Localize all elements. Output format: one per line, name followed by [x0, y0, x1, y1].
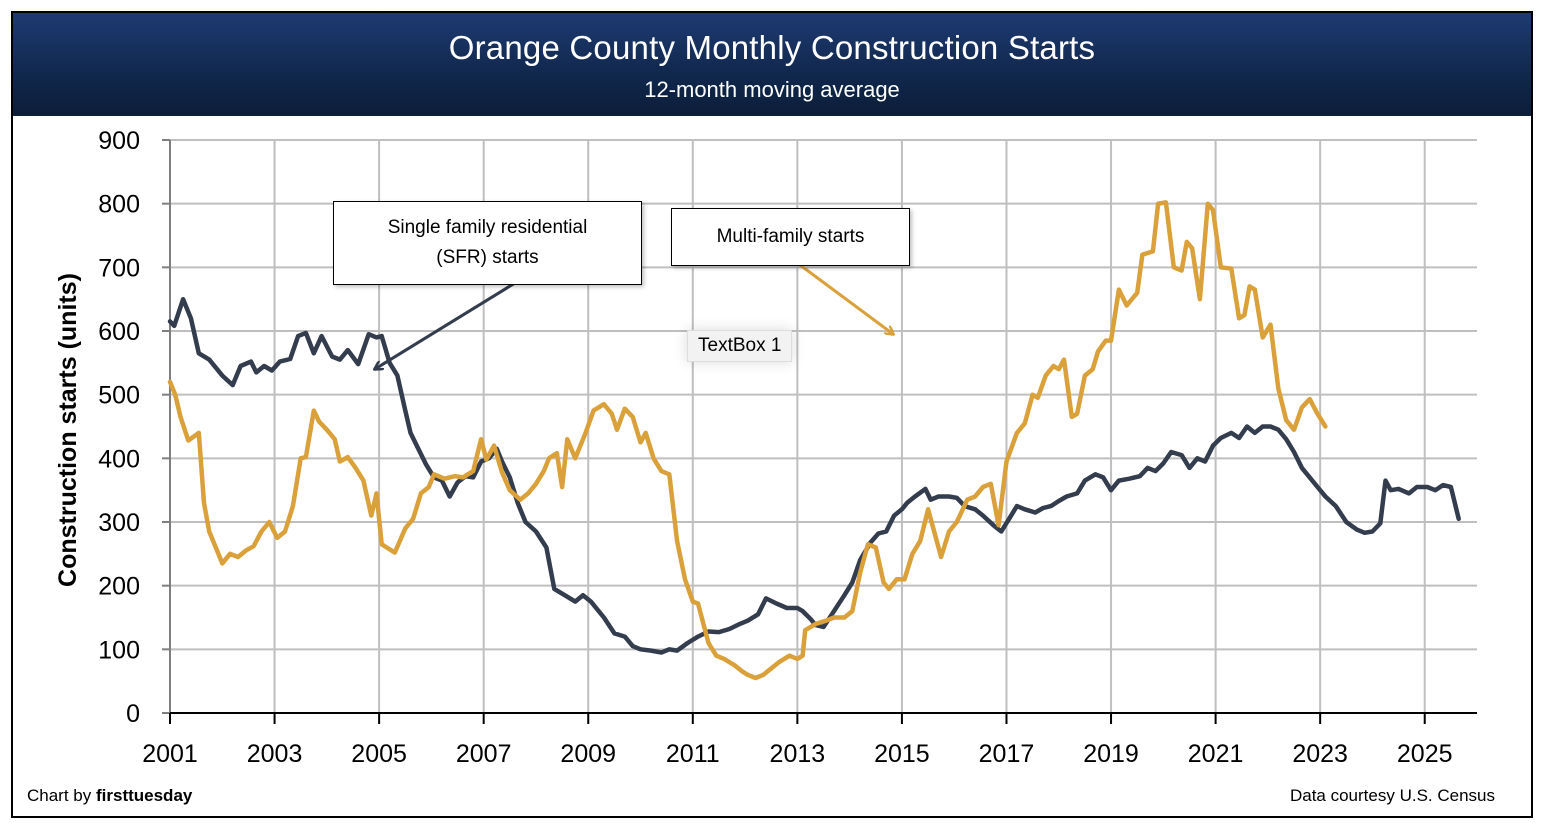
y-tick-label: 300: [98, 509, 140, 537]
sfr-callout-arrow: [375, 281, 516, 369]
multi-family-callout-text: Multi-family starts: [716, 226, 865, 247]
x-tick-label: 2025: [1397, 740, 1453, 768]
title-banner: Orange County Monthly Construction Start…: [13, 13, 1531, 116]
callout-arrows: [375, 263, 893, 369]
sfr-series-line: [167, 296, 1461, 655]
y-tick-label: 500: [98, 382, 140, 410]
y-tick-label: 400: [98, 445, 140, 473]
x-tick-label: 2009: [560, 740, 616, 768]
x-tick-label: 2007: [456, 740, 512, 768]
series-layer: [167, 200, 1461, 681]
chart-subtitle: 12-month moving average: [644, 77, 900, 102]
chart-title: Orange County Monthly Construction Start…: [448, 29, 1096, 66]
y-axis-label: Construction starts (units): [54, 273, 82, 587]
x-tick-label: 2001: [142, 740, 198, 768]
sfr-callout-line1: Single family residential: [387, 217, 588, 238]
x-tick-label: 2015: [874, 740, 930, 768]
axes: 0 100 200 300 400 500 600 700 800 900 2001 2003 2005…: [98, 127, 1477, 768]
multi-family-callout: Multi-family starts: [671, 208, 910, 266]
sfr-callout-line2: (SFR) starts: [436, 247, 539, 268]
x-tick-label: 2005: [351, 740, 407, 768]
y-tick-label: 900: [98, 127, 140, 155]
chart-credit: Chart by firsttuesday: [27, 786, 192, 806]
y-tick-label: 800: [98, 191, 140, 219]
textbox-1-text: TextBox 1: [698, 335, 782, 356]
multi-family-callout-arrow: [799, 263, 893, 334]
y-tick-label: 700: [98, 254, 140, 282]
y-tick-label: 600: [98, 318, 140, 346]
x-tick-label: 2003: [247, 740, 303, 768]
chart-frame: Orange County Monthly Construction Start…: [11, 11, 1533, 818]
y-tick-label: 200: [98, 573, 140, 601]
x-tick-label: 2013: [770, 740, 826, 768]
sfr-callout: Single family residential (SFR) starts: [333, 201, 642, 285]
x-tick-label: 2023: [1292, 740, 1348, 768]
x-tick-label: 2019: [1083, 740, 1139, 768]
x-tick-label: 2011: [666, 740, 720, 768]
y-tick-label: 0: [126, 700, 140, 728]
x-tick-label: 2017: [979, 740, 1035, 768]
x-tick-label: 2021: [1188, 740, 1244, 768]
y-tick-label: 100: [98, 636, 140, 664]
credit-brand: firsttuesday: [95, 786, 193, 805]
credit-prefix: Chart by: [27, 786, 96, 805]
textbox-1[interactable]: TextBox 1: [687, 330, 793, 362]
data-source: Data courtesy U.S. Census: [1289, 786, 1495, 805]
multi-family-series-line: [167, 200, 1328, 681]
